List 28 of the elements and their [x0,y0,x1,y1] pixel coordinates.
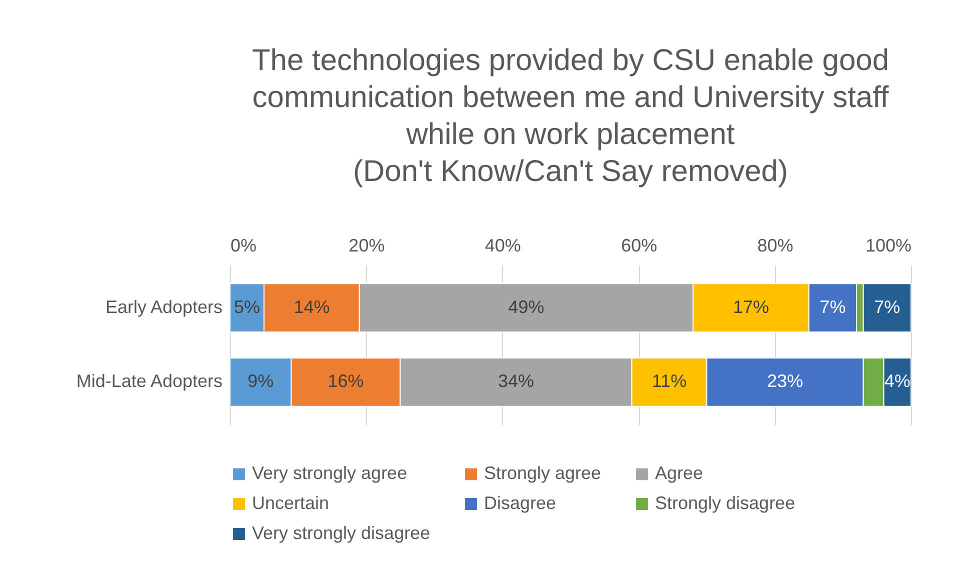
data-label: 16% [328,371,364,392]
data-label: 7% [874,296,900,317]
data-label: 14% [294,296,330,317]
legend-label: Strongly agree [484,463,602,484]
data-label: 34% [498,371,534,392]
data-label: 23% [767,371,804,392]
y-tick-label: Mid-Late Adopters [76,371,222,392]
legend-label: Agree [655,463,704,484]
data-label: 4% [884,371,910,392]
data-label: 11% [652,371,687,392]
data-label: 49% [508,296,544,317]
legend-label: Very strongly disagree [252,523,430,543]
data-label: 7% [820,296,846,317]
x-tick-label: 100% [865,236,912,256]
chart-title: The technologies provided by CSU enable good communication between me and University staff while on work placement (Don't Know/Can't Say removed) [252,44,890,188]
legend-label: Strongly disagree [655,493,796,513]
x-tick-label: 20% [348,236,385,256]
data-label: 17% [732,296,769,317]
x-tick-label: 0% [230,236,257,256]
x-tick-label: 60% [621,236,658,256]
x-tick-label: 40% [484,236,521,256]
y-tick-label: Early Adopters [105,296,222,317]
x-tick-label: 80% [757,236,794,256]
legend-label: Disagree [484,493,556,513]
legend-label: Uncertain [252,493,330,513]
legend-label: Very strongly agree [252,463,408,484]
data-label: 9% [248,371,274,392]
data-label: 5% [234,296,260,317]
